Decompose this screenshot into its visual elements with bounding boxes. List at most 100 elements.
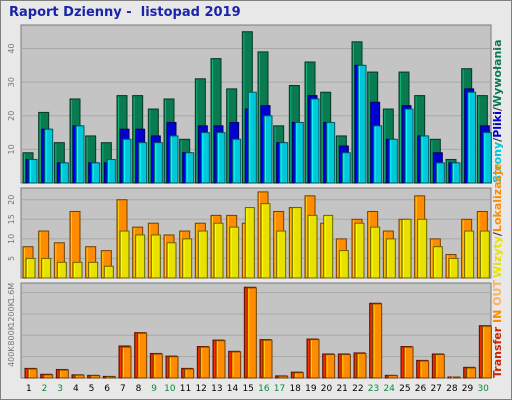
bar-strony	[247, 91, 257, 184]
bar-strony	[91, 162, 101, 184]
y-tick-label: 10	[7, 144, 16, 154]
y-tick-label: 40	[7, 43, 16, 53]
x-day-label: 25	[399, 384, 410, 394]
legend-panel1: Strony/Pliki/Wywołania	[491, 40, 504, 184]
bar-strony	[185, 152, 195, 184]
bar-out	[450, 376, 461, 379]
x-day-label: 3	[57, 384, 63, 394]
bar-wizyty	[182, 238, 193, 279]
y-tick-label: 800K	[7, 324, 16, 345]
bar-strony	[467, 91, 477, 184]
bar-wizyty	[448, 257, 459, 279]
bar-strony	[232, 138, 242, 184]
legend-entry: OUT	[491, 280, 504, 306]
legend-entry: Pliki	[491, 111, 504, 138]
bar-wizyty	[88, 261, 99, 279]
bar-out	[372, 303, 383, 379]
bar-strony	[44, 128, 54, 184]
bar-out	[309, 339, 320, 379]
bar-out	[231, 351, 242, 379]
bar-strony	[326, 121, 336, 184]
bar-strony	[216, 132, 226, 184]
x-day-label: 2	[42, 384, 48, 394]
bar-strony	[420, 135, 430, 184]
bar-out	[481, 325, 492, 379]
y-tick-label: 20	[7, 195, 16, 205]
bar-wizyty	[370, 226, 381, 279]
bar-wizyty	[432, 246, 443, 279]
bar-strony	[122, 138, 132, 184]
bar-wizyty	[338, 250, 349, 279]
y-tick-label: 10	[7, 234, 16, 244]
page-title: Raport Dzienny - listopad 2019	[9, 5, 241, 20]
bar-out	[199, 346, 210, 379]
y-tick-label: 15	[7, 214, 16, 224]
y-tick-label: 400K	[7, 346, 16, 367]
x-day-label: 4	[73, 384, 79, 394]
bar-strony	[106, 158, 116, 184]
bar-wizyty	[166, 242, 177, 279]
bar-wizyty	[103, 265, 114, 279]
x-day-label: 20	[321, 384, 333, 394]
bar-strony	[404, 108, 414, 184]
x-day-label: 17	[274, 384, 285, 394]
bar-strony	[263, 115, 273, 184]
bar-out	[215, 340, 226, 379]
bar-out	[105, 376, 116, 379]
y-tick-label: 5	[7, 256, 16, 261]
bar-out	[434, 354, 445, 379]
legend-panel2: Wizyty/Lokalizacje	[491, 164, 504, 278]
x-day-label: 6	[104, 384, 110, 394]
bar-wizyty	[417, 218, 428, 279]
bar-wizyty	[56, 261, 67, 279]
bar-wizyty	[72, 261, 83, 279]
bar-out	[137, 332, 148, 379]
x-day-label: 13	[211, 384, 222, 394]
bar-wizyty	[354, 222, 365, 279]
y-tick-label: 20	[7, 111, 16, 121]
x-day-label: 16	[258, 384, 270, 394]
bar-wizyty	[479, 230, 490, 279]
bar-wizyty	[276, 230, 287, 279]
bar-wizyty	[385, 238, 396, 279]
legend-entry: Wywołania	[491, 40, 504, 108]
legend-entry: /	[491, 137, 504, 142]
bar-wizyty	[401, 218, 412, 279]
bar-strony	[28, 158, 38, 184]
bar-out	[184, 368, 195, 379]
bar-strony	[357, 64, 367, 184]
x-day-label: 29	[462, 384, 474, 394]
bar-wizyty	[307, 214, 318, 279]
y-tick-label: 1200K	[7, 300, 16, 326]
bar-wizyty	[213, 222, 224, 279]
bar-out	[168, 356, 179, 379]
bar-strony	[482, 132, 492, 184]
bar-strony	[373, 125, 383, 184]
y-tick-label: 30	[7, 77, 16, 87]
legend-entry: IN	[491, 306, 504, 327]
bar-strony	[341, 152, 351, 184]
bar-out	[466, 367, 477, 379]
x-day-label: 9	[151, 384, 157, 394]
x-day-label: 26	[415, 384, 427, 394]
x-day-label: 21	[336, 384, 347, 394]
bar-strony	[279, 142, 289, 184]
legend-entry: Wizyty	[491, 236, 504, 278]
legend-entry: Lokalizacje	[491, 164, 504, 232]
bar-out	[262, 339, 273, 379]
y-tick-label: 1.6M	[7, 283, 16, 303]
x-day-label: 28	[446, 384, 458, 394]
x-day-label: 27	[430, 384, 441, 394]
bar-strony	[294, 121, 304, 184]
x-day-label: 8	[136, 384, 142, 394]
bar-out	[387, 375, 398, 379]
legend-panel3: Transfer IN OUT	[491, 280, 504, 378]
bar-strony	[310, 98, 320, 184]
bar-out	[293, 372, 304, 379]
bar-out	[325, 354, 336, 379]
bar-out	[90, 375, 101, 379]
bar-out	[74, 374, 85, 379]
x-day-label: 18	[289, 384, 301, 394]
bar-wizyty	[244, 207, 255, 279]
